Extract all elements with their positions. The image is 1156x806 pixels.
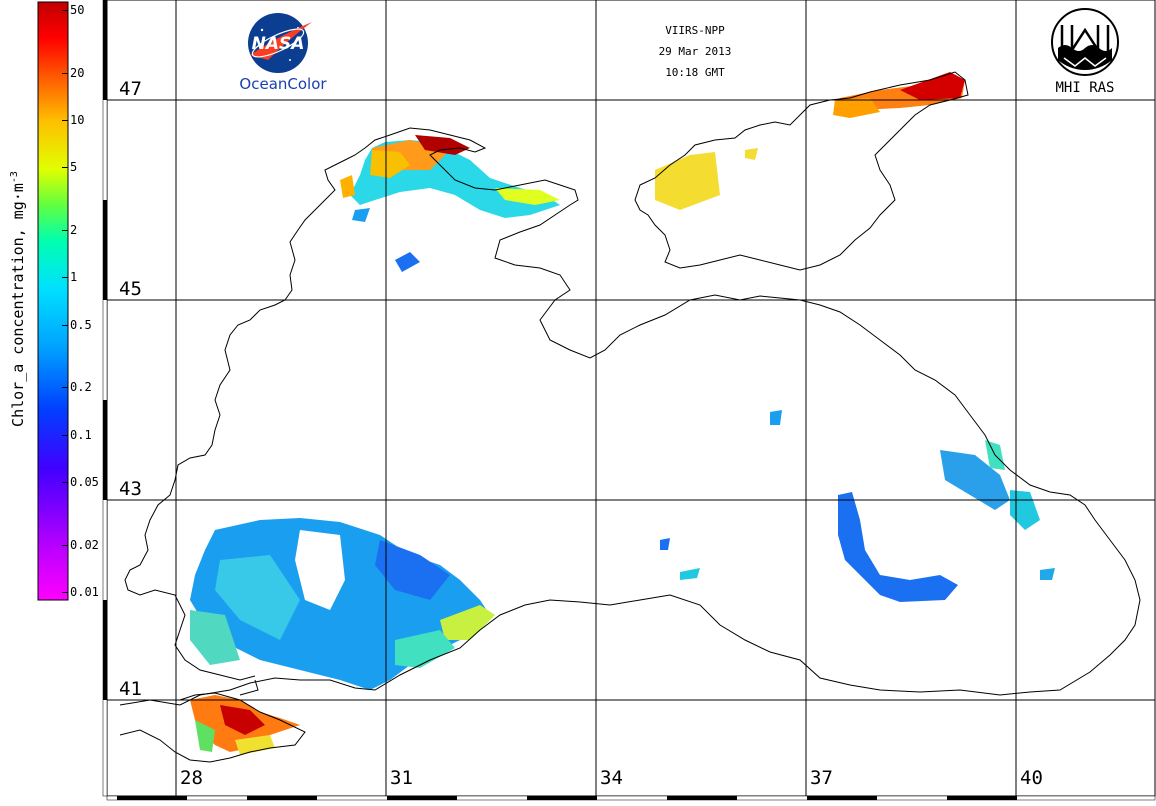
colorbar-tick-mark bbox=[62, 434, 68, 436]
bottom-scale-bar bbox=[106, 795, 1156, 801]
colorbar-title-text: Chlor_a concentration, mg·m bbox=[9, 183, 27, 427]
colorbar-tick-label: 0.1 bbox=[70, 427, 92, 442]
left-scale-bar bbox=[102, 0, 108, 797]
colorbar-tick-mark bbox=[62, 72, 68, 74]
colorbar-tick-label: 2 bbox=[70, 222, 78, 237]
lat-label-45: 45 bbox=[117, 278, 144, 300]
colorbar-tick-label: 1 bbox=[70, 270, 78, 285]
colorbar-tick-mark bbox=[62, 592, 68, 593]
date-label: 29 Mar 2013 bbox=[658, 45, 732, 58]
time-label: 10:18 GMT bbox=[665, 66, 725, 79]
colorbar-tick-mark bbox=[62, 119, 68, 121]
colorbar-tick-mark bbox=[62, 482, 68, 484]
sensor-label: VIIRS-NPP bbox=[665, 24, 725, 37]
colorbar bbox=[37, 1, 69, 601]
mhi-ras-emblem-icon bbox=[1051, 8, 1119, 76]
colorbar-tick-label: 0.02 bbox=[70, 537, 99, 552]
lat-label-47: 47 bbox=[117, 78, 144, 100]
colorbar-tick-mark bbox=[62, 324, 68, 326]
lon-label-40: 40 bbox=[1018, 767, 1045, 789]
colorbar-tick-label: 50 bbox=[70, 3, 85, 17]
graticule bbox=[107, 0, 1155, 796]
lon-label-31: 31 bbox=[388, 767, 415, 789]
colorbar-tick-mark bbox=[62, 167, 68, 169]
colorbar-tick-label: 0.01 bbox=[70, 585, 99, 599]
colorbar-tick-label: 5 bbox=[70, 160, 78, 175]
colorbar-tick-mark bbox=[62, 277, 68, 279]
colorbar-tick-mark bbox=[62, 229, 68, 231]
colorbar-tick-label: 20 bbox=[70, 65, 85, 80]
colorbar-tick-mark bbox=[62, 387, 68, 389]
lat-label-43: 43 bbox=[117, 478, 144, 500]
lon-label-34: 34 bbox=[598, 767, 625, 789]
nasa-badge-text: NASA bbox=[252, 34, 305, 54]
colorbar-tick-label: 10 bbox=[70, 112, 85, 127]
colorbar-tick-mark bbox=[62, 544, 68, 546]
lon-label-37: 37 bbox=[808, 767, 835, 789]
mhi-ras-caption: MHI RAS bbox=[1055, 80, 1115, 96]
lon-label-28: 28 bbox=[178, 767, 205, 789]
chlorophyll-layer bbox=[190, 72, 1055, 755]
colorbar-tick-label: 0.05 bbox=[70, 475, 99, 490]
lat-label-41: 41 bbox=[117, 678, 144, 700]
colorbar-tick-mark bbox=[62, 10, 68, 11]
colorbar-tick-label: 0.5 bbox=[70, 317, 92, 332]
nasa-meatball-icon bbox=[248, 13, 312, 73]
oceancolor-caption: OceanColor bbox=[239, 75, 327, 93]
colorbar-title-exponent: -3 bbox=[9, 171, 20, 184]
coastline bbox=[119, 71, 1141, 763]
map-frame bbox=[106, 0, 1156, 797]
colorbar-tick-label: 0.2 bbox=[70, 380, 92, 395]
